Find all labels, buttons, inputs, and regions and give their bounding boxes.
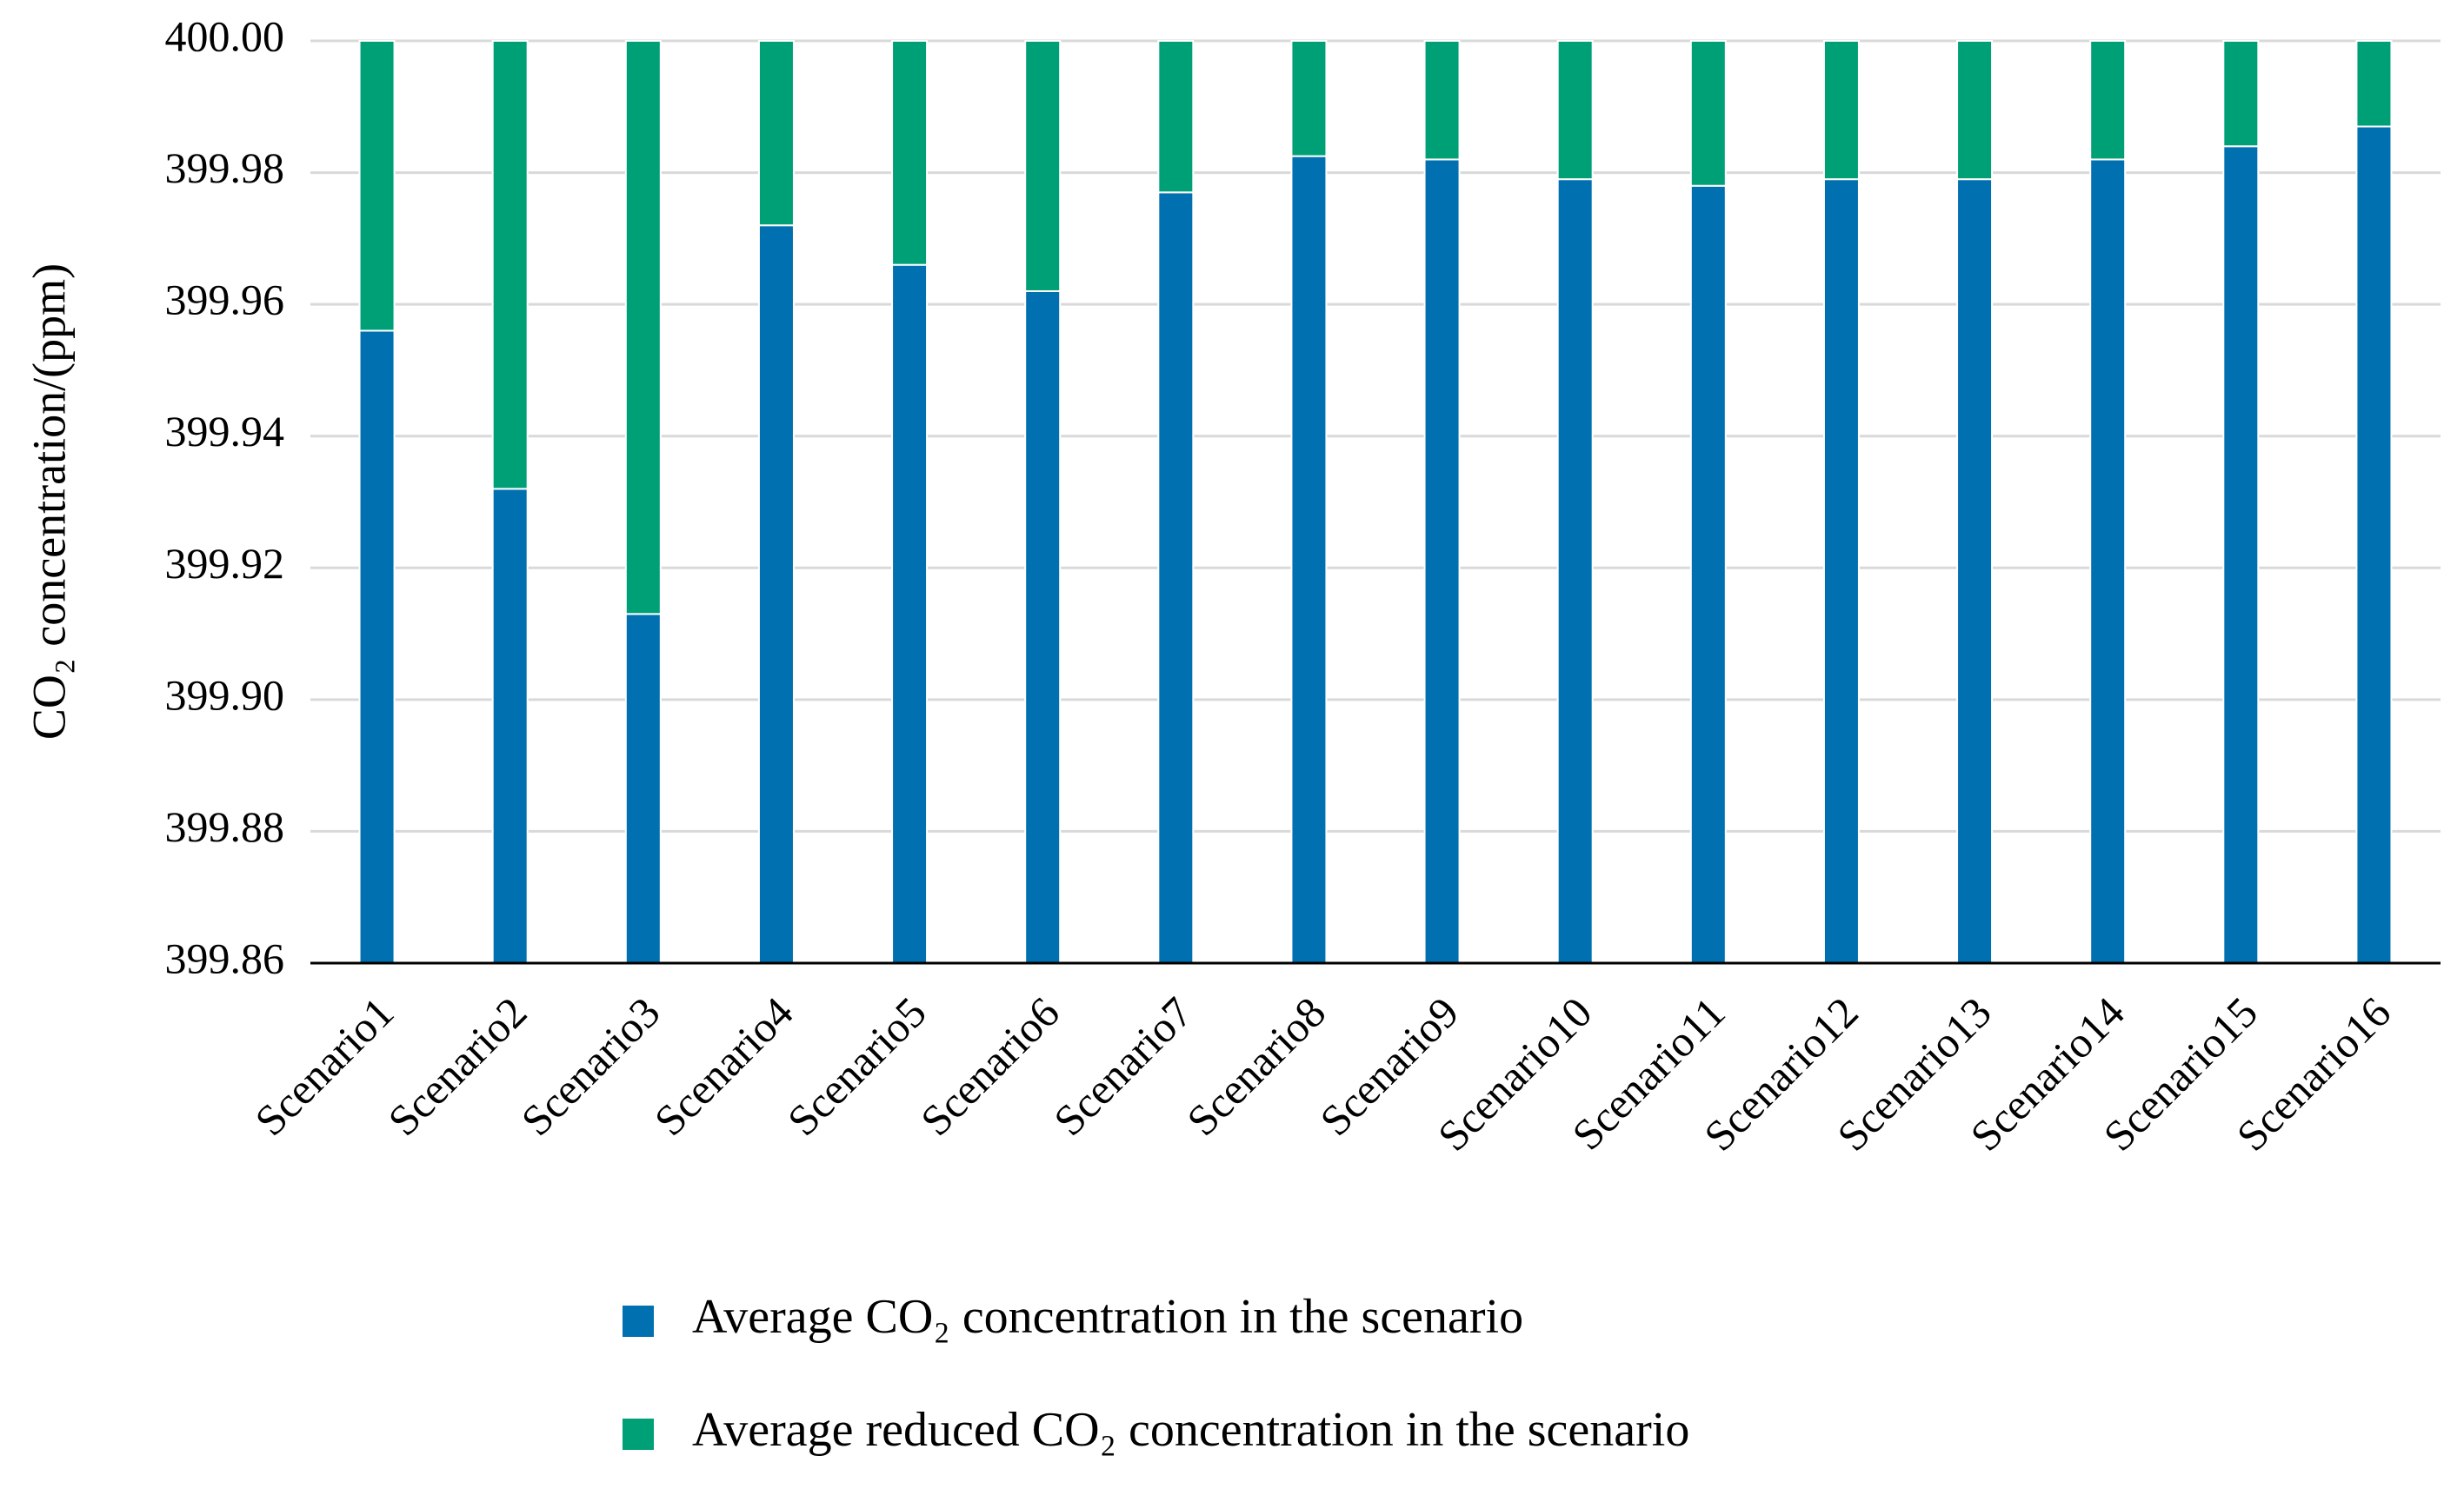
x-tick-label: Scenario2 — [378, 987, 536, 1145]
y-tick-label: 400.00 — [165, 11, 285, 60]
bar-segment — [624, 613, 662, 964]
bar-segment — [1956, 178, 1994, 964]
x-tick-label: Scenario6 — [911, 987, 1069, 1145]
bar-segment — [1689, 184, 1727, 964]
y-axis-label: CO₂ concentration/(ppm) — [23, 263, 75, 740]
bar-segment — [891, 263, 929, 964]
y-tick-label: 399.92 — [165, 539, 285, 588]
bar-segment — [2089, 158, 2127, 964]
bar-segment — [2355, 40, 2393, 128]
bar-segment — [1556, 178, 1594, 964]
x-tick-label: Scenario8 — [1177, 987, 1335, 1145]
x-tick-label: Scenario3 — [512, 987, 669, 1145]
legend-swatch — [623, 1306, 654, 1337]
x-tick-label: Scenario4 — [645, 987, 802, 1145]
y-tick-label: 399.86 — [165, 934, 285, 982]
y-tick-label: 399.90 — [165, 670, 285, 719]
bar-segment — [1157, 40, 1195, 194]
bar-segment — [1423, 158, 1461, 964]
legend-label: Average CO₂ concentration in the scenari… — [692, 1290, 1523, 1344]
bar-segment — [1556, 40, 1594, 181]
bar-segment — [2089, 40, 2127, 161]
bar-segment — [1822, 40, 1860, 181]
bar-segment — [2222, 40, 2260, 148]
bar-segment — [1423, 40, 1461, 161]
bar-segment — [1024, 40, 1062, 292]
bar-segment — [1290, 155, 1328, 964]
x-tick-label: Scenario7 — [1044, 987, 1202, 1145]
y-tick-label: 399.98 — [165, 143, 285, 192]
bar-segment — [757, 40, 795, 227]
bar-segment — [358, 40, 396, 332]
bar-segment — [757, 224, 795, 964]
bar-segment — [491, 488, 529, 964]
bar-segment — [1157, 191, 1195, 965]
bar-segment — [2222, 145, 2260, 964]
bar-segment — [491, 40, 529, 490]
bar-segment — [1290, 40, 1328, 157]
bar-segment — [1024, 289, 1062, 964]
bar-segment — [624, 40, 662, 615]
bar-segment — [891, 40, 929, 266]
bar-segment — [1956, 40, 1994, 181]
bar-segment — [2355, 125, 2393, 964]
x-tick-label: Scenario1 — [245, 987, 403, 1145]
bar-segment — [1689, 40, 1727, 187]
y-tick-label: 399.96 — [165, 276, 285, 324]
bar-segment — [1822, 178, 1860, 964]
legend-label: Average reduced CO₂ concentration in the… — [692, 1403, 1689, 1457]
y-tick-label: 399.88 — [165, 802, 285, 851]
x-tick-label: Scenario5 — [778, 987, 936, 1145]
bar-segment — [358, 329, 396, 964]
legend-swatch — [623, 1419, 654, 1450]
y-tick-label: 399.94 — [165, 407, 285, 455]
